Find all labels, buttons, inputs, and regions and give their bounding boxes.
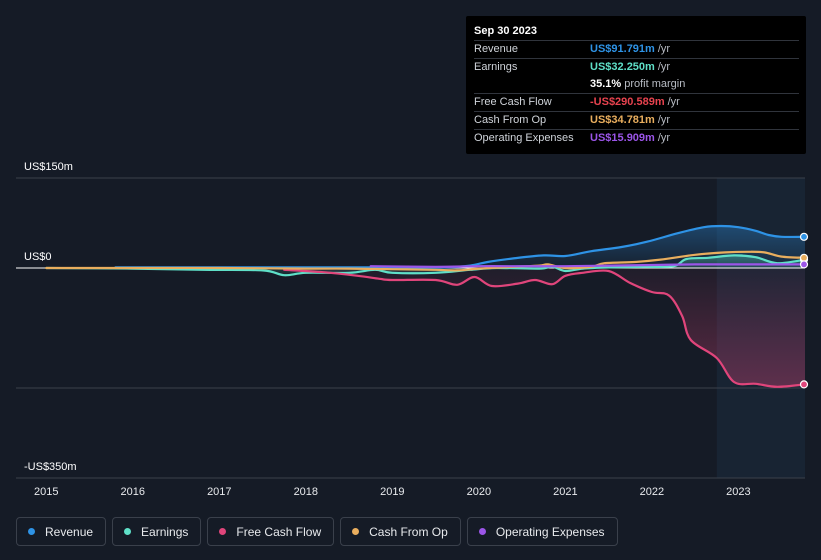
tooltip-value: US$34.781m: [590, 114, 655, 126]
tooltip: Sep 30 2023 Revenue US$91.791m /yr Earni…: [466, 16, 806, 154]
tooltip-row-free-cash-flow: Free Cash Flow -US$290.589m /yr: [474, 93, 799, 111]
y-label-top: US$150m: [24, 161, 73, 173]
series-line-earnings: [45, 254, 807, 277]
tooltip-label: Cash From Op: [474, 114, 547, 126]
tooltip-unit: /yr: [657, 132, 671, 144]
legend-item-earnings[interactable]: Earnings: [112, 517, 202, 546]
y-label-bottom: -US$350m: [24, 461, 77, 473]
tooltip-label: Free Cash Flow: [474, 96, 552, 108]
tooltip-value: US$32.250m: [590, 61, 655, 73]
tooltip-unit: /yr: [667, 96, 680, 108]
x-tick-label: 2020: [467, 486, 491, 498]
tooltip-label: Revenue: [474, 43, 519, 55]
legend-dot-icon: [28, 528, 35, 535]
x-tick-label: 2017: [207, 486, 231, 498]
series-line-operating-expenses: [369, 263, 807, 268]
tooltip-row-cash-from-op: Cash From Op US$34.781m /yr: [474, 111, 799, 129]
legend-item-revenue[interactable]: Revenue: [16, 517, 107, 546]
tooltip-row-earnings: Earnings US$32.250m /yr: [474, 58, 799, 76]
legend-label: Free Cash Flow: [236, 524, 322, 539]
tooltip-label: [474, 76, 590, 93]
tooltip-unit: /yr: [657, 114, 671, 126]
tooltip-row-profit-margin: 35.1% profit margin: [474, 76, 799, 93]
legend-label: Earnings: [141, 524, 189, 539]
legend-item-free-cash-flow[interactable]: Free Cash Flow: [207, 517, 335, 546]
tooltip-date: Sep 30 2023: [474, 25, 537, 37]
tooltip-value: 35.1%: [590, 78, 622, 90]
x-tick-label: 2021: [553, 486, 577, 498]
area-revenue: [115, 226, 806, 268]
tooltip-label: Earnings: [474, 61, 518, 73]
tooltip-unit: /yr: [657, 61, 671, 73]
endpoint-revenue: [799, 232, 809, 241]
legend-dot-icon: [478, 528, 486, 535]
tooltip-unit: /yr: [657, 43, 671, 55]
x-tick-label: 2019: [380, 486, 404, 498]
endpoint-free-cash-flow: [799, 380, 809, 389]
series-line-free-cash-flow: [283, 268, 807, 388]
endpoint-operating-expenses: [799, 260, 809, 269]
x-tick-label: 2023: [726, 486, 750, 498]
series-line-cash-from-op: [45, 250, 807, 272]
tooltip-row-revenue: Revenue US$91.791m /yr: [474, 40, 799, 58]
endpoint-cash-from-op: [799, 253, 809, 262]
area-free-cash-flow: [284, 268, 805, 387]
x-tick-label: 2015: [34, 486, 58, 498]
x-tick-label: 2022: [640, 486, 664, 498]
legend: Revenue Earnings Free Cash Flow Cash Fro…: [16, 517, 624, 546]
legend-label: Cash From Op: [369, 524, 448, 539]
legend-label: Revenue: [45, 524, 94, 539]
tooltip-unit: profit margin: [624, 78, 686, 90]
tooltip-label: Operating Expenses: [474, 132, 574, 144]
legend-item-cash-from-op[interactable]: Cash From Op: [340, 517, 461, 546]
legend-dot-icon: [352, 528, 360, 535]
tooltip-row-operating-expenses: Operating Expenses US$15.909m /yr: [474, 129, 799, 147]
tooltip-value: US$15.909m: [590, 132, 655, 144]
tooltip-value: US$91.791m: [590, 43, 655, 55]
series-line-revenue: [114, 224, 807, 269]
x-tick-label: 2018: [294, 486, 318, 498]
legend-dot-icon: [219, 528, 227, 535]
legend-label: Operating Expenses: [495, 524, 605, 539]
legend-item-operating-expenses[interactable]: Operating Expenses: [466, 517, 618, 546]
y-label-zero: US$0: [24, 251, 52, 263]
x-tick-label: 2016: [121, 486, 145, 498]
legend-dot-icon: [124, 528, 132, 535]
tooltip-value: -US$290.589m: [590, 96, 665, 108]
